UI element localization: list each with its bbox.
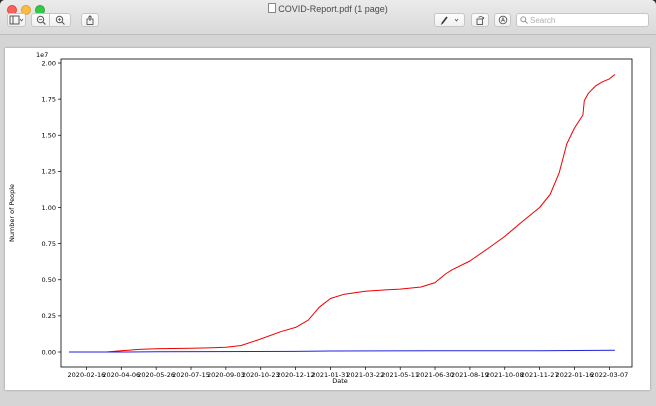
- search-field[interactable]: [516, 13, 649, 27]
- x-tick-label: 2020-10-23: [242, 371, 280, 379]
- y-tick-label: 1.75: [42, 95, 56, 103]
- y-tick-label: 0.75: [42, 240, 56, 248]
- x-tick-label: 2021-10-08: [486, 371, 524, 379]
- y-tick-label: 0.25: [42, 312, 56, 320]
- x-tick-label: 2021-08-19: [451, 371, 489, 379]
- pdf-document-icon: [268, 3, 277, 13]
- x-tick-label: 2021-01-31: [312, 371, 350, 379]
- rotate-button[interactable]: [471, 13, 489, 27]
- x-tick-label: 2022-01-16: [556, 371, 594, 379]
- x-tick-label: 2020-09-03: [207, 371, 245, 379]
- window-title: COVID-Report.pdf (1 page): [278, 4, 388, 14]
- x-tick-label: 2020-02-16: [68, 371, 106, 379]
- y-tick-label: 1.25: [42, 168, 56, 176]
- window-title-container: COVID-Report.pdf (1 page): [0, 3, 656, 15]
- x-tick-label: 2021-06-30: [416, 371, 454, 379]
- pen-markup-icon: [440, 16, 459, 25]
- x-tick-label: 2020-12-12: [277, 371, 315, 379]
- zoom-in-icon: [55, 15, 65, 25]
- line-chart: 0.00 0.25 0.50 0.75 1.00 1.25 1.50 1.75 2.00 202…: [8, 51, 633, 385]
- search-input[interactable]: [530, 14, 640, 26]
- x-axis-label: Date: [332, 377, 348, 385]
- share-button[interactable]: [81, 13, 99, 27]
- y-tick-label: 2.00: [42, 59, 56, 67]
- x-tick-label: 2020-04-06: [102, 371, 140, 379]
- annotate-button[interactable]: [494, 13, 511, 27]
- series-line-2: [69, 349, 615, 353]
- x-tick-label: 2021-11-27: [521, 371, 559, 379]
- x-tick-label: 2020-05-26: [137, 371, 175, 379]
- zoom-in-button[interactable]: [50, 13, 71, 27]
- y-scale-label: 1e7: [36, 51, 48, 59]
- magnifier-icon: [520, 16, 528, 24]
- share-icon: [86, 15, 94, 25]
- annotate-circle-icon: [498, 15, 507, 25]
- series-line-1: [69, 74, 616, 353]
- x-tick-label: 2021-05-11: [381, 371, 419, 379]
- zoom-out-button[interactable]: [31, 13, 50, 27]
- x-tick-label: 2020-07-15: [172, 371, 210, 379]
- sidebar-toggle-icon: [9, 15, 24, 25]
- y-tick-label: 1.50: [42, 132, 56, 140]
- y-tick-label: 0.00: [42, 348, 56, 356]
- rotate-icon: [476, 16, 485, 25]
- minimize-window-button[interactable]: [21, 5, 31, 15]
- x-tick-label: 2021-03-22: [346, 371, 384, 379]
- y-tick-label: 0.50: [42, 276, 56, 284]
- x-tick-label: 2022-03-07: [590, 371, 628, 379]
- y-axis-label: Number of People: [8, 184, 16, 242]
- zoom-out-icon: [36, 15, 46, 25]
- titlebar: COVID-Report.pdf (1 page): [0, 0, 656, 35]
- sidebar-toggle-button[interactable]: [7, 13, 26, 27]
- plot-frame: [60, 58, 633, 368]
- markup-tool-button[interactable]: [434, 13, 465, 27]
- pdf-page: 0.00 0.25 0.50 0.75 1.00 1.25 1.50 1.75 2.00 202…: [5, 48, 650, 390]
- document-viewport[interactable]: 0.00 0.25 0.50 0.75 1.00 1.25 1.50 1.75 2.00 202…: [0, 35, 656, 406]
- y-tick-label: 1.00: [42, 204, 56, 212]
